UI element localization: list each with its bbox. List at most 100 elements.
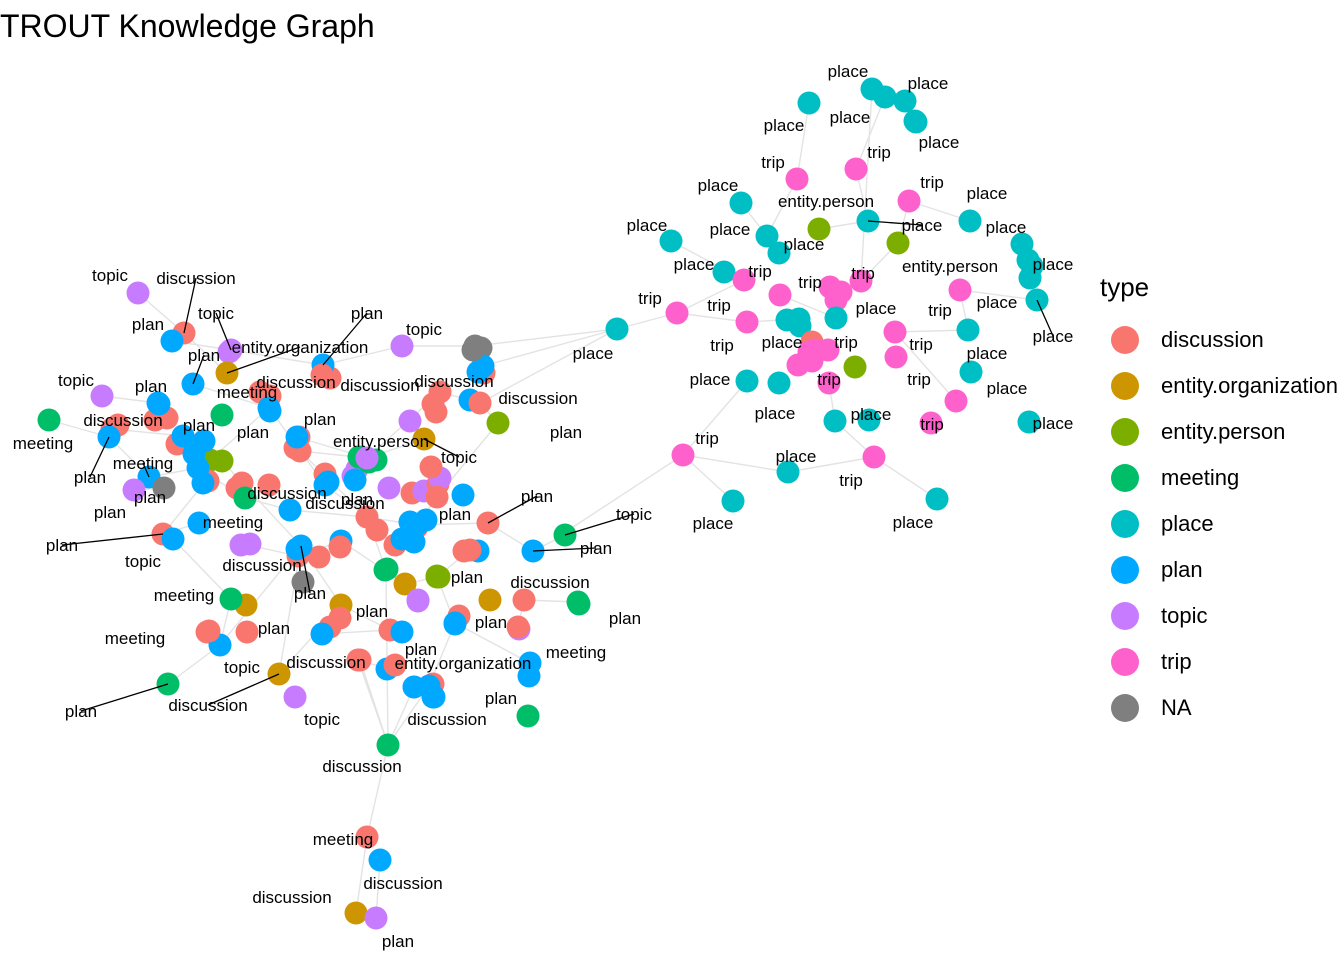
graph-edge (289, 509, 368, 518)
node-label: plan (188, 346, 220, 365)
graph-node-discussion (512, 588, 536, 612)
graph-edge (474, 328, 618, 347)
graph-node-place (959, 360, 983, 384)
node-label: plan (550, 423, 582, 442)
label-leader-line (61, 533, 164, 546)
node-label: discussion (322, 757, 401, 776)
graph-node-trip (919, 411, 943, 435)
graph-node-discussion (307, 545, 331, 569)
legend-label: place (1161, 511, 1214, 536)
node-label: place (856, 299, 897, 318)
node-label: plan (485, 689, 517, 708)
node-label: trip (707, 296, 731, 315)
graph-node-plan (310, 622, 334, 646)
node-label: place (967, 184, 1008, 203)
node-label: place (830, 108, 871, 127)
graph-edge (357, 659, 389, 746)
node-label: meeting (217, 383, 277, 402)
label-leader-line (487, 495, 538, 524)
graph-node-place (735, 369, 759, 393)
node-label: trip (909, 335, 933, 354)
node-label: plan (521, 487, 553, 506)
node-label: place (902, 216, 943, 235)
graph-node-plan (257, 396, 281, 420)
graph-node-trip (671, 443, 695, 467)
node-label: plan (475, 613, 507, 632)
node-label: discussion (510, 573, 589, 592)
graph-node-trip (816, 338, 840, 362)
graph-node-place (767, 371, 791, 395)
graph-node-meeting (233, 486, 257, 510)
node-label: discussion (363, 874, 442, 893)
node-label: topic (616, 505, 652, 524)
node-label: entity.person (778, 192, 874, 211)
node-label: plan (382, 932, 414, 951)
graph-node-place (729, 191, 753, 215)
node-label: meeting (113, 454, 173, 473)
node-label: trip (798, 273, 822, 292)
graph-node-topic (377, 476, 401, 500)
graph-node-trip (665, 301, 689, 325)
graph-node-plan (285, 425, 309, 449)
graph-edge (894, 331, 957, 402)
node-label: plan (351, 304, 383, 323)
node-label: discussion (247, 484, 326, 503)
node-label: discussion (156, 269, 235, 288)
graph-node-meeting (516, 704, 540, 728)
graph-node-meeting (566, 590, 590, 614)
node-label: discussion (305, 494, 384, 513)
graph-node-place (776, 460, 800, 484)
graph-node-place (823, 409, 847, 433)
graph-node-entity-person (886, 231, 910, 255)
legend-swatch (1111, 648, 1139, 676)
node-label: plan (304, 410, 336, 429)
node-label: place (573, 344, 614, 363)
node-label: plan (341, 490, 373, 509)
node-label: plan (94, 503, 126, 522)
legend-item: discussion (1100, 317, 1338, 363)
label-leader-line (142, 462, 150, 478)
graph-node-place (903, 109, 927, 133)
graph-edge (322, 345, 403, 366)
graph-node-topic (355, 446, 379, 470)
node-label: plan (356, 602, 388, 621)
graph-edge (676, 312, 748, 323)
label-leader-line (300, 545, 311, 594)
graph-node-plan (278, 498, 302, 522)
node-label: plan (65, 702, 97, 721)
graph-node-topic (364, 906, 388, 930)
graph-edge (172, 538, 232, 600)
graph-node-topic (126, 281, 150, 305)
node-label: discussion (252, 888, 331, 907)
graph-node-place (1020, 254, 1044, 278)
graph-edge (676, 279, 745, 314)
graph-node-trip (785, 167, 809, 191)
label-leader-line (423, 438, 460, 458)
node-label: meeting (313, 830, 373, 849)
graph-edge (355, 836, 368, 914)
node-label: trip (710, 336, 734, 355)
legend-label: plan (1161, 557, 1203, 582)
graph-node-place (873, 85, 897, 109)
graph-node-discussion (458, 538, 482, 562)
graph-node-place (755, 224, 779, 248)
graph-node-topic (406, 588, 430, 612)
legend-swatch (1111, 694, 1139, 722)
graph-node-plan (518, 651, 542, 675)
graph-node-place (712, 260, 736, 284)
graph-node-place (659, 229, 683, 253)
node-label: plan (580, 539, 612, 558)
graph-node-place (787, 307, 811, 331)
graph-node-discussion (257, 473, 281, 497)
graph-node-plan (405, 513, 429, 537)
node-label: plan (294, 584, 326, 603)
node-label: topic (406, 320, 442, 339)
node-label: plan (183, 416, 215, 435)
node-label: plan (46, 536, 78, 555)
node-label: trip (638, 289, 662, 308)
graph-node-topic (283, 685, 307, 709)
graph-node-entity-organization (344, 901, 368, 925)
graph-node-entity-person (425, 565, 449, 589)
graph-node-trip (862, 445, 886, 469)
